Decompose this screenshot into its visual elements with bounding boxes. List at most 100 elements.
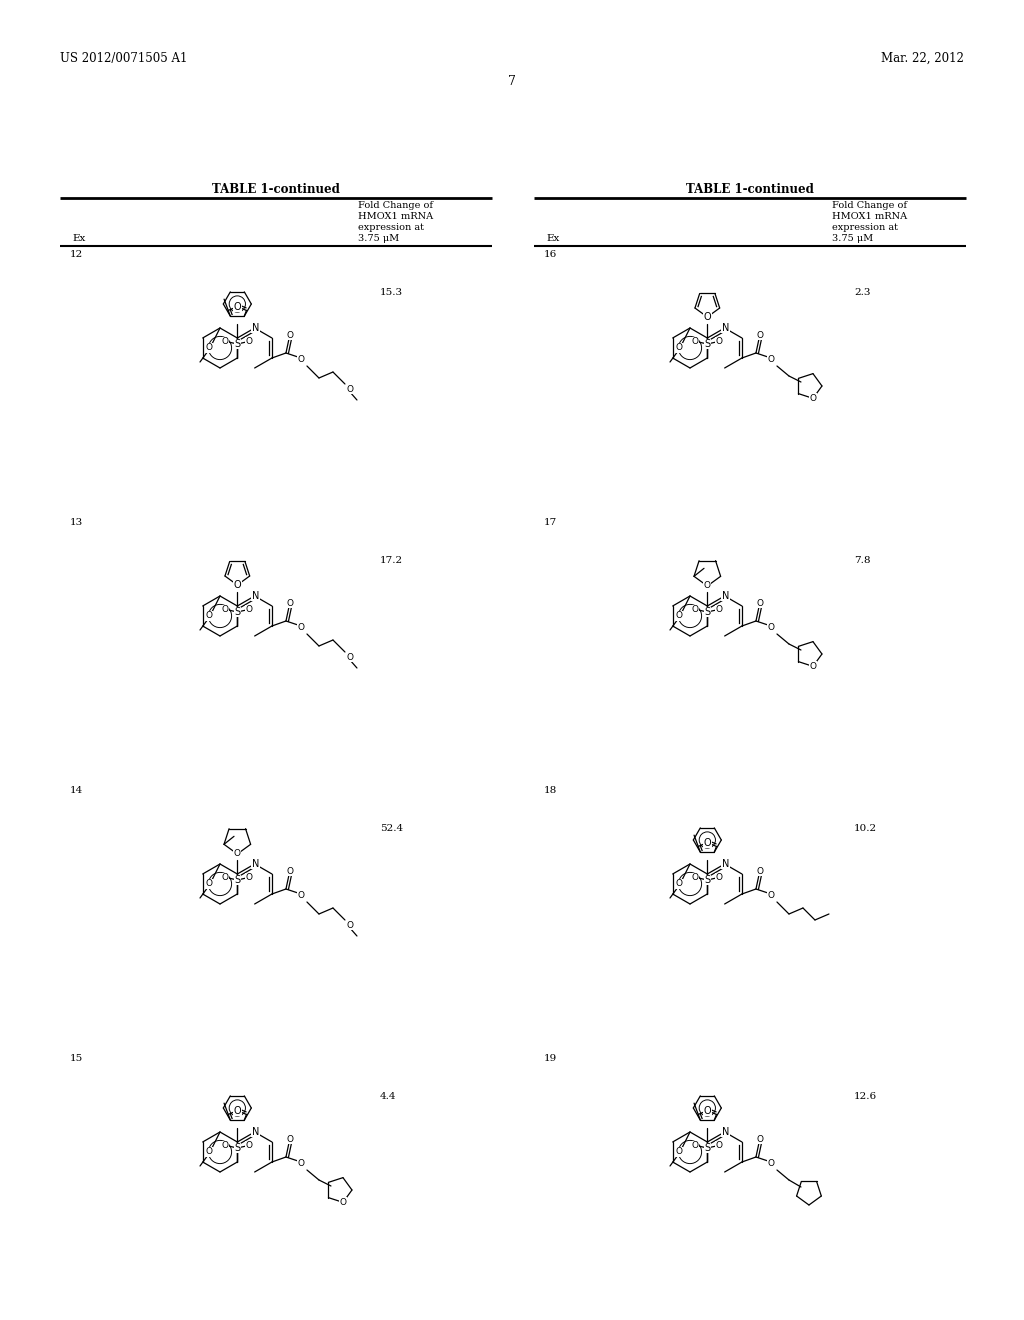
Text: O: O [206, 1147, 213, 1156]
Text: N: N [252, 859, 259, 869]
Text: O: O [346, 384, 353, 393]
Text: 12: 12 [70, 249, 83, 259]
Text: O: O [716, 606, 723, 615]
Text: O: O [297, 1159, 304, 1168]
Text: expression at: expression at [358, 223, 424, 232]
Text: O: O [233, 850, 241, 858]
Text: Ex: Ex [546, 234, 559, 243]
Text: O: O [246, 874, 253, 883]
Text: O: O [287, 1134, 294, 1143]
Text: O: O [757, 1134, 764, 1143]
Text: TABLE 1-continued: TABLE 1-continued [686, 183, 814, 195]
Text: N: N [722, 1127, 729, 1137]
Text: O: O [767, 891, 774, 900]
Text: 15: 15 [70, 1053, 83, 1063]
Text: O: O [222, 874, 228, 883]
Text: Fold Change of: Fold Change of [831, 201, 907, 210]
Text: O: O [222, 338, 228, 346]
Text: Fold Change of: Fold Change of [358, 201, 433, 210]
Text: 15.3: 15.3 [380, 288, 403, 297]
Text: O: O [206, 343, 213, 352]
Text: S: S [705, 875, 711, 884]
Text: O: O [692, 338, 698, 346]
Text: S: S [705, 1143, 711, 1152]
Text: S: S [234, 875, 241, 884]
Text: US 2012/0071505 A1: US 2012/0071505 A1 [60, 51, 187, 65]
Text: 10.2: 10.2 [854, 824, 878, 833]
Text: O: O [716, 338, 723, 346]
Text: O: O [222, 606, 228, 615]
Text: Mar. 22, 2012: Mar. 22, 2012 [881, 51, 964, 65]
Text: N: N [722, 323, 729, 333]
Text: O: O [346, 920, 353, 929]
Text: O: O [246, 1142, 253, 1151]
Text: O: O [692, 874, 698, 883]
Text: N: N [722, 859, 729, 869]
Text: O: O [222, 1142, 228, 1151]
Text: O: O [767, 355, 774, 364]
Text: N: N [252, 1127, 259, 1137]
Text: O: O [767, 1159, 774, 1168]
Text: O: O [692, 606, 698, 615]
Text: O: O [692, 1142, 698, 1151]
Text: S: S [234, 607, 241, 616]
Text: O: O [703, 582, 711, 590]
Text: O: O [767, 623, 774, 632]
Text: HMOX1 mRNA: HMOX1 mRNA [358, 213, 433, 220]
Text: O: O [233, 579, 241, 590]
Text: O: O [233, 1106, 241, 1115]
Text: S: S [705, 607, 711, 616]
Text: N: N [722, 591, 729, 601]
Text: O: O [676, 611, 683, 620]
Text: O: O [716, 874, 723, 883]
Text: 13: 13 [70, 517, 83, 527]
Text: O: O [287, 598, 294, 607]
Text: O: O [703, 1106, 711, 1115]
Text: O: O [757, 866, 764, 875]
Text: 7.8: 7.8 [854, 556, 870, 565]
Text: 7: 7 [508, 75, 516, 88]
Text: O: O [287, 866, 294, 875]
Text: N: N [252, 323, 259, 333]
Text: S: S [234, 1143, 241, 1152]
Text: 52.4: 52.4 [380, 824, 403, 833]
Text: O: O [810, 393, 816, 403]
Text: O: O [287, 330, 294, 339]
Text: O: O [246, 606, 253, 615]
Text: O: O [676, 343, 683, 352]
Text: expression at: expression at [831, 223, 898, 232]
Text: 17.2: 17.2 [380, 556, 403, 565]
Text: O: O [757, 330, 764, 339]
Text: 4.4: 4.4 [380, 1092, 396, 1101]
Text: 3.75 μM: 3.75 μM [358, 234, 399, 243]
Text: O: O [297, 355, 304, 364]
Text: 2.3: 2.3 [854, 288, 870, 297]
Text: Ex: Ex [72, 234, 85, 243]
Text: 19: 19 [544, 1053, 557, 1063]
Text: O: O [233, 302, 241, 312]
Text: O: O [297, 891, 304, 900]
Text: N: N [252, 591, 259, 601]
Text: TABLE 1-continued: TABLE 1-continued [212, 183, 340, 195]
Text: O: O [676, 1147, 683, 1156]
Text: HMOX1 mRNA: HMOX1 mRNA [831, 213, 907, 220]
Text: O: O [703, 312, 711, 322]
Text: S: S [234, 339, 241, 348]
Text: O: O [297, 623, 304, 632]
Text: O: O [346, 652, 353, 661]
Text: O: O [206, 611, 213, 620]
Text: 18: 18 [544, 785, 557, 795]
Text: O: O [716, 1142, 723, 1151]
Text: 14: 14 [70, 785, 83, 795]
Text: O: O [810, 661, 816, 671]
Text: 3.75 μM: 3.75 μM [831, 234, 873, 243]
Text: S: S [705, 339, 711, 348]
Text: 16: 16 [544, 249, 557, 259]
Text: O: O [206, 879, 213, 888]
Text: O: O [676, 879, 683, 888]
Text: 12.6: 12.6 [854, 1092, 878, 1101]
Text: O: O [703, 838, 711, 847]
Text: O: O [757, 598, 764, 607]
Text: O: O [340, 1197, 346, 1206]
Text: O: O [246, 338, 253, 346]
